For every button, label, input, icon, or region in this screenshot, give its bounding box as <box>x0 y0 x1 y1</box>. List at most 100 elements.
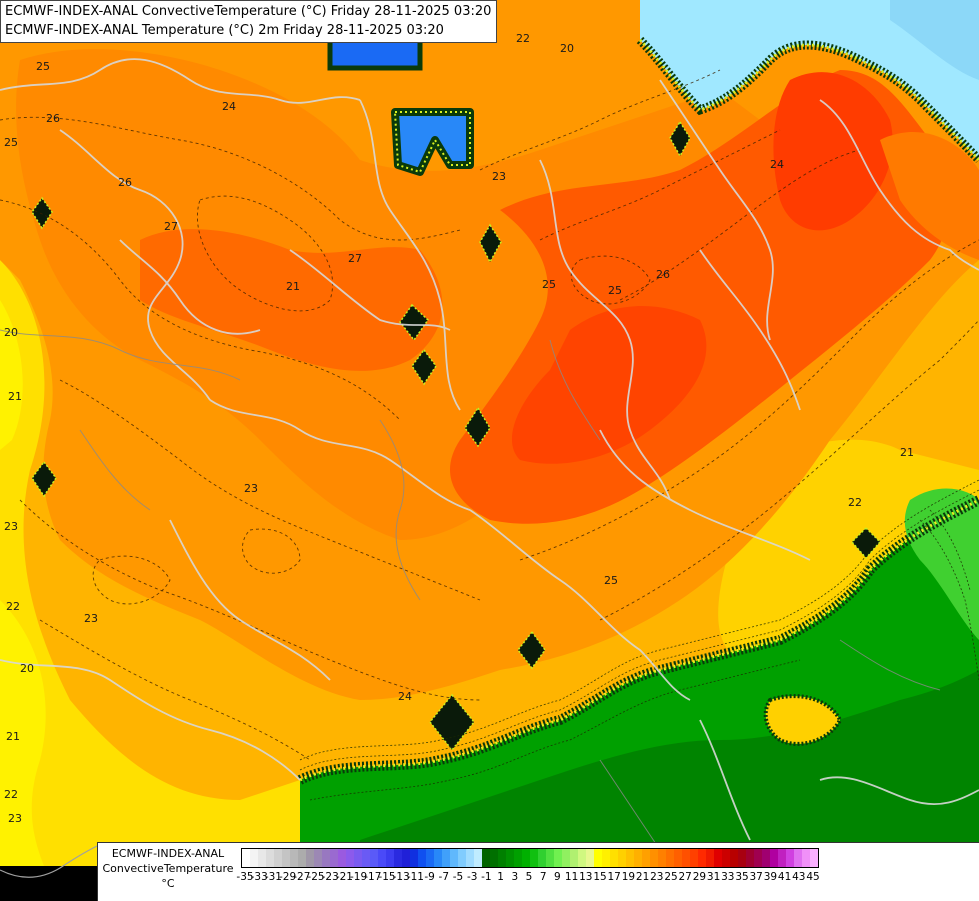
legend-swatch <box>514 849 522 867</box>
legend-swatch <box>802 849 810 867</box>
legend-swatch <box>330 849 338 867</box>
legend-swatch <box>450 849 458 867</box>
legend-swatch <box>274 849 282 867</box>
legend-tick-label: -31 <box>264 871 282 883</box>
legend-swatch <box>714 849 722 867</box>
legend-tick-label: -23 <box>321 871 339 883</box>
legend-tick-label: 19 <box>621 871 636 883</box>
legend-swatch <box>322 849 330 867</box>
legend-swatch <box>522 849 530 867</box>
legend-title-line2: ConvectiveTemperature <box>102 862 234 875</box>
contour-label: 20 <box>20 662 34 675</box>
contour-label: 25 <box>4 136 18 149</box>
legend-swatch <box>266 849 274 867</box>
legend-swatch <box>298 849 306 867</box>
contour-label: 23 <box>244 482 258 495</box>
legend-swatch <box>754 849 762 867</box>
legend-swatch <box>762 849 770 867</box>
contour-label: 23 <box>492 170 506 183</box>
legend-swatch <box>530 849 538 867</box>
legend-swatch <box>626 849 634 867</box>
legend-swatch <box>658 849 666 867</box>
legend-swatch <box>282 849 290 867</box>
legend-swatch <box>314 849 322 867</box>
legend-tick-label: -17 <box>364 871 382 883</box>
legend-scale: -35 -33 -31 -29 -27 -25 -23 -21 -19 -17 -15 -13 -11-… <box>236 848 820 885</box>
legend-unit: °C <box>161 877 175 890</box>
legend-swatch <box>498 849 506 867</box>
legend-tick-label: 43 <box>792 871 806 883</box>
legend-tick-label: 1 <box>497 871 504 883</box>
contour-label: 25 <box>542 278 556 291</box>
legend-swatch <box>682 849 690 867</box>
legend-swatch <box>410 849 418 867</box>
legend-swatch <box>474 849 482 867</box>
contour-label: 23 <box>84 612 98 625</box>
legend-tick-label: 5 <box>525 871 533 883</box>
legend-swatch <box>434 849 442 867</box>
legend-swatch <box>250 849 258 867</box>
legend-swatch <box>602 849 610 867</box>
legend-tick-label: -15 <box>378 871 396 883</box>
legend-tick-label: -11 <box>406 871 424 883</box>
legend-swatch <box>730 849 738 867</box>
contour-label: 27 <box>164 220 178 233</box>
legend-tick-label: 29 <box>692 871 707 883</box>
legend-swatch <box>394 849 402 867</box>
legend-swatch <box>402 849 410 867</box>
contour-label: 22 <box>4 788 18 801</box>
legend-tick-label: 35 <box>735 871 749 883</box>
contour-label: 21 <box>6 730 20 743</box>
borders <box>0 58 979 841</box>
legend-tick-label: -1 <box>481 871 492 883</box>
legend-swatch <box>642 849 650 867</box>
legend-tick-label: 7 <box>539 871 547 883</box>
contour-label: 23 <box>8 812 22 825</box>
legend-swatch <box>546 849 554 867</box>
corner-coast <box>0 845 98 878</box>
legend-swatch <box>706 849 714 867</box>
contour-label: 21 <box>286 280 300 293</box>
legend-swatch <box>458 849 466 867</box>
map-corner-black <box>0 866 97 900</box>
legend-swatch <box>674 849 682 867</box>
legend-swatch <box>370 849 378 867</box>
contour-label: 25 <box>608 284 622 297</box>
legend-swatch <box>442 849 450 867</box>
contour-label: 20 <box>4 326 18 339</box>
contour-label: 23 <box>4 520 18 533</box>
legend-swatch <box>378 849 386 867</box>
anomaly-markers <box>31 120 882 752</box>
borders-thin <box>0 329 941 851</box>
legend-swatch <box>690 849 698 867</box>
legend-tick-label: -9 <box>424 871 435 883</box>
legend-swatch <box>426 849 434 867</box>
legend-tick-label: 45 <box>806 871 820 883</box>
legend-tick-label: 23 <box>650 871 664 883</box>
contour-label: 25 <box>604 574 618 587</box>
legend-tick-label: 11 <box>564 871 579 883</box>
legend-tick-label: -29 <box>279 871 297 883</box>
legend-swatch <box>810 849 818 867</box>
legend-title-line1: ECMWF-INDEX-ANAL <box>111 847 225 860</box>
legend-swatches <box>241 848 819 868</box>
legend-tick-label: -7 <box>438 871 450 883</box>
legend-tick-label: 9 <box>554 871 561 883</box>
red-core-east <box>773 72 893 231</box>
legend-tick-label: 21 <box>635 871 650 883</box>
legend-swatch <box>650 849 658 867</box>
yellow-region-west <box>0 260 300 900</box>
legend-swatch <box>242 849 250 867</box>
contour-label: 20 <box>560 42 574 55</box>
green-coast-hatch-2 <box>299 498 979 782</box>
legend-swatch <box>258 849 266 867</box>
legend-tick-label: 33 <box>721 871 735 883</box>
yellow-region-west-inner <box>0 300 60 900</box>
legend-swatch <box>570 849 578 867</box>
legend-tick-label: -13 <box>392 871 410 883</box>
map-title-line2: ECMWF-INDEX-ANAL Temperature (°C) 2m Fri… <box>5 23 444 38</box>
legend-swatch <box>538 849 546 867</box>
legend-tick-label: 13 <box>579 871 593 883</box>
legend-title: ECMWF-INDEX-ANAL ConvectiveTemperature °… <box>98 846 238 891</box>
legend-swatch <box>634 849 642 867</box>
